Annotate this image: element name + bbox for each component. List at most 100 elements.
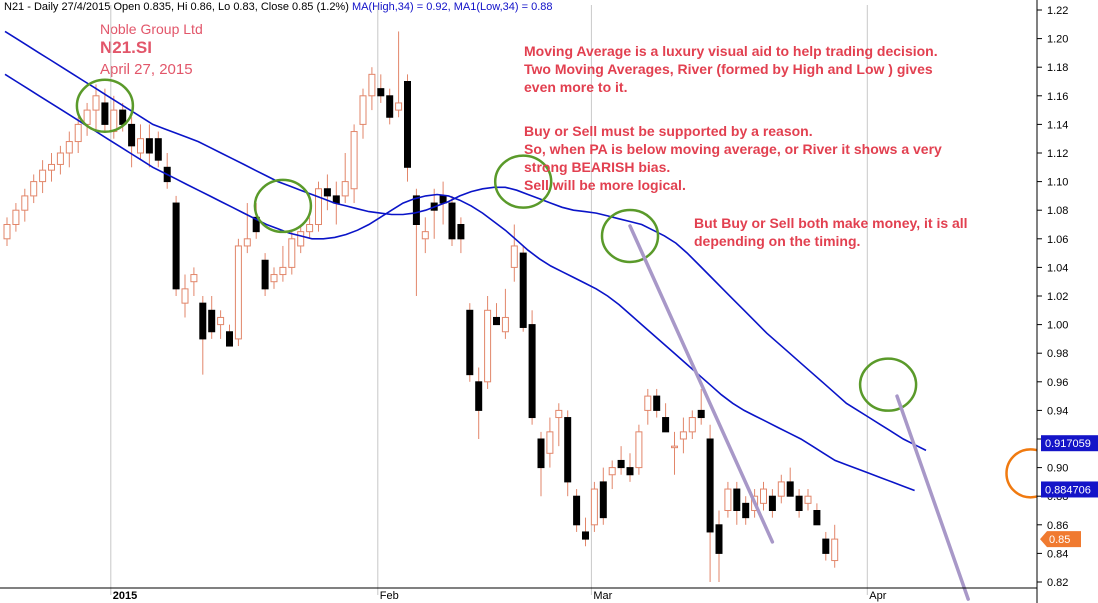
candle-body [288, 238, 296, 268]
green-circle-marker [493, 154, 553, 209]
candle-body [350, 131, 358, 190]
candle-body [795, 495, 803, 512]
candle-body [724, 488, 732, 511]
price-box-label: 0.884706 [1045, 484, 1091, 496]
x-tick-label: Feb [380, 590, 399, 602]
candle-body [813, 510, 821, 526]
candle-body [528, 324, 536, 419]
candle-body [119, 109, 127, 125]
candle-body [822, 538, 830, 554]
candle-body [154, 138, 162, 161]
candle-body [617, 459, 625, 469]
x-tick-label: 2015 [113, 590, 137, 602]
candle-body [359, 95, 367, 125]
candle-body [39, 169, 47, 183]
chart-header: N21 - Daily 27/4/2015 Open 0.835, Hi 0.8… [4, 1, 553, 13]
candle-body [190, 274, 198, 283]
candle-body [671, 445, 678, 449]
price-box-label: 0.917059 [1045, 438, 1091, 450]
candles-layer [3, 31, 839, 582]
candle-body [644, 395, 652, 411]
trendline [628, 224, 775, 544]
candle-body [493, 316, 500, 326]
candle-body [279, 266, 287, 276]
candle-body [56, 152, 64, 165]
candle-body [261, 259, 269, 290]
candle-body [412, 195, 420, 225]
candle-body [226, 331, 233, 347]
candle-body [252, 216, 260, 233]
price-axis-bg [1037, 0, 1098, 603]
candle-body [83, 109, 91, 125]
candle-body [234, 245, 242, 340]
candle-body [564, 417, 572, 483]
chart-date: April 27, 2015 [100, 61, 193, 78]
x-tick-label: Mar [593, 590, 612, 602]
y-tick-label: 1.18 [1047, 62, 1068, 74]
candle-body [199, 302, 207, 340]
candle-body [688, 417, 696, 433]
candle-body [386, 95, 394, 118]
candle-body [760, 488, 767, 504]
candle-body [3, 224, 11, 240]
candle-body [501, 316, 509, 333]
candle-body [145, 138, 153, 154]
candle-body [742, 502, 750, 519]
candle-body [653, 395, 661, 411]
candle-body [777, 481, 785, 497]
candle-body [368, 73, 376, 97]
ticker-symbol: N21.SI [100, 38, 152, 57]
ma-low-info: MA1(Low,34) = 0.88 [453, 1, 553, 13]
candle-body [65, 141, 73, 154]
y-tick-label: 0.82 [1047, 577, 1068, 589]
candle-body [537, 438, 545, 469]
candle-body [21, 195, 29, 211]
price-box-label: 0.85 [1049, 534, 1070, 546]
y-tick-label: 0.98 [1047, 348, 1068, 360]
candle-body [341, 181, 349, 197]
candle-body [626, 467, 634, 476]
candle-body [332, 195, 340, 204]
ohlc-info: N21 - Daily 27/4/2015 Open 0.835, Hi 0.8… [4, 1, 349, 13]
candle-body [12, 209, 20, 225]
candle-body [768, 495, 776, 512]
candle-body [297, 231, 305, 247]
y-tick-label: 1.04 [1047, 262, 1068, 274]
candle-body [484, 309, 492, 383]
last-price-box [1040, 531, 1081, 548]
y-tick-label: 1.10 [1047, 177, 1068, 189]
y-tick-label: 1.08 [1047, 205, 1068, 217]
candle-body [786, 481, 794, 497]
candle-body [30, 181, 38, 197]
moving-averages-layer [4, 30, 927, 492]
candle-body [582, 531, 589, 540]
candle-body [706, 438, 714, 533]
candle-body [662, 417, 670, 433]
candle-body [715, 524, 723, 554]
candle-body [546, 431, 554, 454]
annotation-overlays [75, 78, 1056, 601]
candle-body [395, 102, 403, 111]
green-circle-marker [600, 208, 660, 264]
candle-body [128, 123, 136, 147]
candle-body [306, 224, 314, 233]
candle-body [697, 409, 705, 419]
green-circle-marker [253, 178, 313, 234]
candle-body [243, 238, 251, 247]
candle-body [510, 245, 518, 268]
y-tick-label: 1.20 [1047, 34, 1068, 46]
candle-body [448, 202, 456, 240]
candle-body [573, 495, 581, 526]
candle-body [466, 309, 474, 376]
y-tick-label: 1.02 [1047, 291, 1068, 303]
y-tick-label: 0.96 [1047, 377, 1068, 389]
y-tick-label: 1.06 [1047, 234, 1068, 246]
candle-body [48, 163, 55, 171]
y-tick-label: 0.86 [1047, 520, 1068, 532]
y-tick-label: 1.14 [1047, 119, 1068, 131]
candle-body [208, 309, 216, 333]
candle-body [74, 123, 82, 143]
ma-value-box [1041, 481, 1098, 498]
